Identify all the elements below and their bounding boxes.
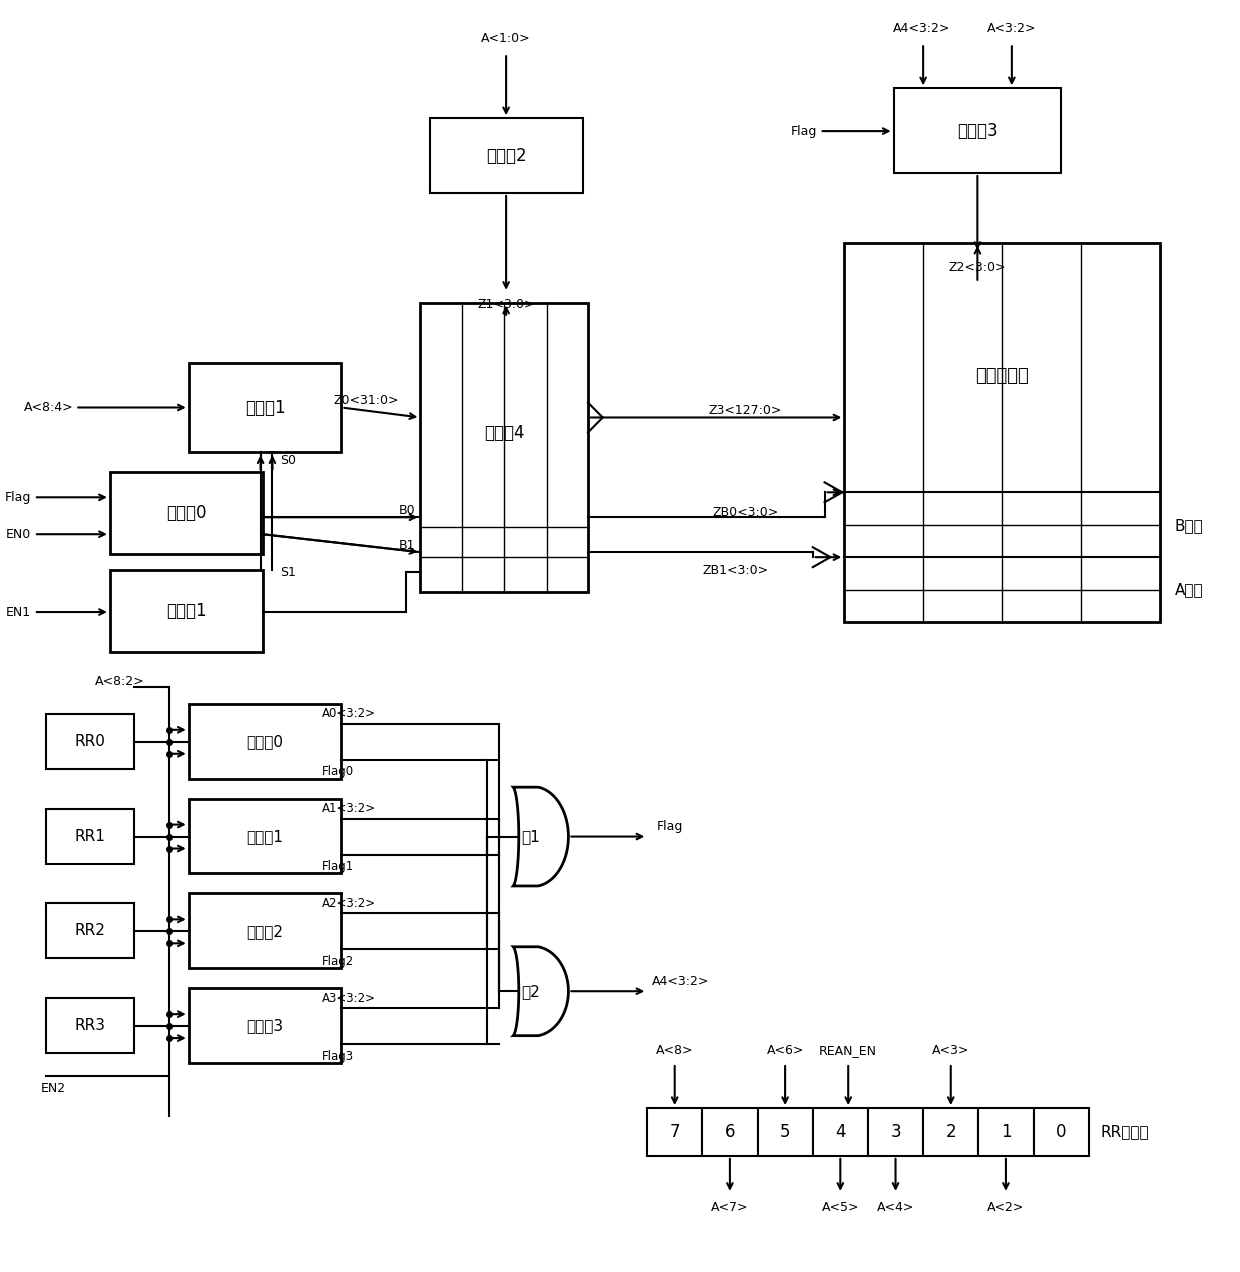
Text: REAN_EN: REAN_EN (820, 1043, 877, 1057)
Text: 2: 2 (945, 1123, 956, 1141)
Text: Flag1: Flag1 (321, 860, 353, 873)
Bar (758, 1108, 812, 1156)
Text: RR3: RR3 (74, 1018, 105, 1033)
Text: 译码器3: 译码器3 (957, 122, 998, 140)
Text: A<6>: A<6> (766, 1043, 804, 1057)
Text: A4<3:2>: A4<3:2> (652, 974, 709, 988)
Text: 7: 7 (670, 1123, 680, 1141)
Bar (46, 903, 134, 958)
Text: A<3:2>: A<3:2> (987, 22, 1037, 34)
Bar (46, 809, 134, 864)
Text: B0: B0 (399, 504, 415, 516)
Text: A<4>: A<4> (877, 1201, 914, 1215)
Text: B1: B1 (399, 539, 415, 552)
Text: 译码器1: 译码器1 (244, 398, 285, 416)
Text: Flag: Flag (657, 820, 683, 833)
Bar (110, 472, 263, 555)
Text: 1: 1 (1001, 1123, 1012, 1141)
Text: 5: 5 (780, 1123, 790, 1141)
Text: ZB1<3:0>: ZB1<3:0> (703, 563, 769, 576)
Text: RR寄存器: RR寄存器 (1101, 1124, 1149, 1140)
Text: 比较器0: 比较器0 (247, 734, 284, 749)
Text: Z1<3:0>: Z1<3:0> (477, 298, 534, 312)
Bar (430, 118, 583, 193)
Text: EN1: EN1 (6, 605, 31, 618)
Bar (702, 1108, 758, 1156)
Text: 译码器4: 译码器4 (484, 424, 525, 441)
Bar (978, 1108, 1034, 1156)
Text: A<8:2>: A<8:2> (95, 675, 145, 688)
Text: A<3>: A<3> (932, 1043, 970, 1057)
Bar (1034, 1108, 1089, 1156)
Bar (46, 714, 134, 768)
Bar (420, 303, 588, 591)
Text: A0<3:2>: A0<3:2> (321, 707, 376, 720)
Text: A<5>: A<5> (822, 1201, 859, 1215)
Text: 控制器1: 控制器1 (166, 602, 207, 619)
Bar (188, 893, 341, 968)
Text: EN2: EN2 (41, 1081, 66, 1094)
Text: 0: 0 (1056, 1123, 1066, 1141)
Text: 6: 6 (724, 1123, 735, 1141)
Bar (923, 1108, 978, 1156)
Text: A3<3:2>: A3<3:2> (321, 992, 376, 1005)
Bar (812, 1108, 868, 1156)
Text: EN0: EN0 (6, 528, 31, 541)
Text: A空间: A空间 (1174, 583, 1203, 598)
Text: RR2: RR2 (74, 923, 105, 939)
Text: A<7>: A<7> (712, 1201, 749, 1215)
Text: Flag3: Flag3 (321, 1049, 353, 1062)
Text: Z2<3:0>: Z2<3:0> (949, 261, 1006, 275)
Bar (188, 363, 341, 453)
Bar (46, 999, 134, 1053)
Text: Flag0: Flag0 (321, 766, 353, 778)
Text: A<8>: A<8> (656, 1043, 693, 1057)
Text: 或1: 或1 (521, 829, 539, 845)
Bar (868, 1108, 923, 1156)
Text: 比较器3: 比较器3 (247, 1019, 284, 1034)
Text: S1: S1 (280, 566, 296, 579)
Text: 主存储阵列: 主存储阵列 (975, 366, 1029, 384)
Text: A2<3:2>: A2<3:2> (321, 897, 376, 909)
Text: RR0: RR0 (74, 734, 105, 749)
Text: A<1:0>: A<1:0> (481, 32, 531, 45)
Bar (188, 799, 341, 874)
Bar (894, 88, 1061, 173)
Text: 3: 3 (890, 1123, 900, 1141)
Text: Z0<31:0>: Z0<31:0> (334, 394, 399, 407)
Text: 4: 4 (835, 1123, 846, 1141)
Text: 比较器2: 比较器2 (247, 923, 284, 939)
Text: Z3<127:0>: Z3<127:0> (709, 404, 782, 417)
Polygon shape (513, 787, 568, 885)
Text: S0: S0 (280, 454, 296, 467)
Text: 控制器0: 控制器0 (166, 504, 206, 523)
Text: ZB0<3:0>: ZB0<3:0> (713, 506, 779, 519)
Text: A1<3:2>: A1<3:2> (321, 803, 376, 815)
Text: Flag: Flag (790, 125, 817, 137)
Text: A<8:4>: A<8:4> (24, 401, 73, 413)
Text: RR1: RR1 (74, 828, 105, 843)
Text: B空间: B空间 (1174, 518, 1203, 533)
Text: A<2>: A<2> (987, 1201, 1024, 1215)
Text: Flag2: Flag2 (321, 955, 353, 968)
Bar (188, 988, 341, 1063)
Bar (110, 570, 263, 653)
Text: 比较器1: 比较器1 (247, 829, 284, 845)
Bar (188, 703, 341, 778)
Text: A4<3:2>: A4<3:2> (893, 22, 950, 34)
Text: 或2: 或2 (521, 983, 539, 999)
Bar (844, 243, 1159, 622)
Text: Flag: Flag (5, 491, 31, 504)
Bar (647, 1108, 702, 1156)
Polygon shape (513, 946, 568, 1035)
Text: 译码器2: 译码器2 (486, 146, 527, 164)
